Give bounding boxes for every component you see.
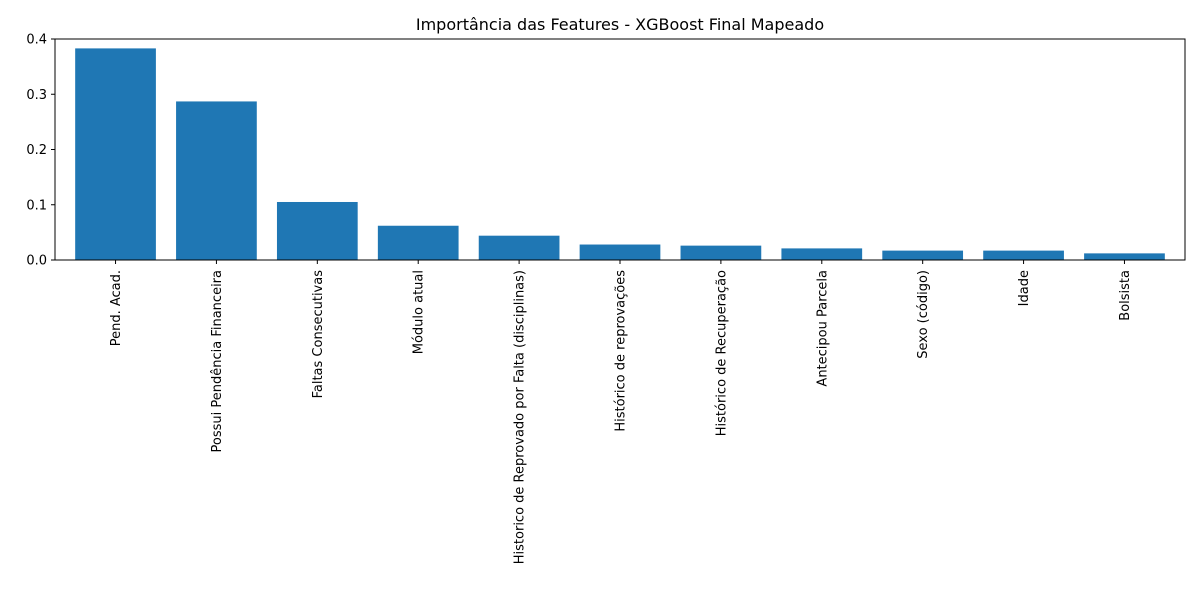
x-tick-label: Sexo (código) — [916, 270, 931, 359]
x-tick-label: Histórico de reprovações — [614, 270, 629, 432]
bar-10 — [983, 250, 1064, 260]
plot-frame — [54, 38, 1186, 261]
x-tick-label: Possui Pendência Financeira — [210, 270, 225, 452]
x-tick-label: Idade — [1017, 270, 1032, 306]
bars — [75, 48, 1165, 261]
x-tick-label: Histórico de Recuperação — [714, 270, 729, 436]
bar-7 — [680, 245, 762, 260]
y-tick-label: 0.3 — [26, 88, 47, 103]
y-tick-label: 0.4 — [26, 33, 47, 48]
bar-1 — [75, 48, 156, 260]
y-tick-label: 0.0 — [26, 254, 47, 269]
y-tick-label: 0.1 — [26, 198, 47, 213]
x-tick-label: Bolsista — [1118, 270, 1133, 321]
bar-11 — [1084, 253, 1165, 260]
x-tick-label: Historico de Reprovado por Falta (discip… — [513, 270, 528, 564]
bar-5 — [478, 235, 560, 260]
bar-8 — [781, 248, 863, 260]
bar-9 — [882, 250, 964, 260]
x-tick-label: Módulo atual — [412, 270, 427, 354]
x-tick-label: Antecipou Parcela — [815, 270, 830, 387]
bar-2 — [176, 101, 257, 261]
x-axis: Pend. Acad. Possui Pendência Financeira Fa… — [109, 260, 1133, 564]
bar-3 — [276, 201, 358, 260]
x-tick-label: Faltas Consecutivas — [311, 270, 326, 399]
bar-6 — [579, 244, 661, 260]
y-tick-label: 0.2 — [26, 143, 47, 158]
chart-title: Importância das Features - XGBoost Final… — [416, 15, 824, 34]
y-axis: 0.0 0.1 0.2 0.3 0.4 — [26, 33, 55, 269]
bar-4 — [377, 225, 459, 260]
x-tick-label: Pend. Acad. — [109, 270, 124, 346]
